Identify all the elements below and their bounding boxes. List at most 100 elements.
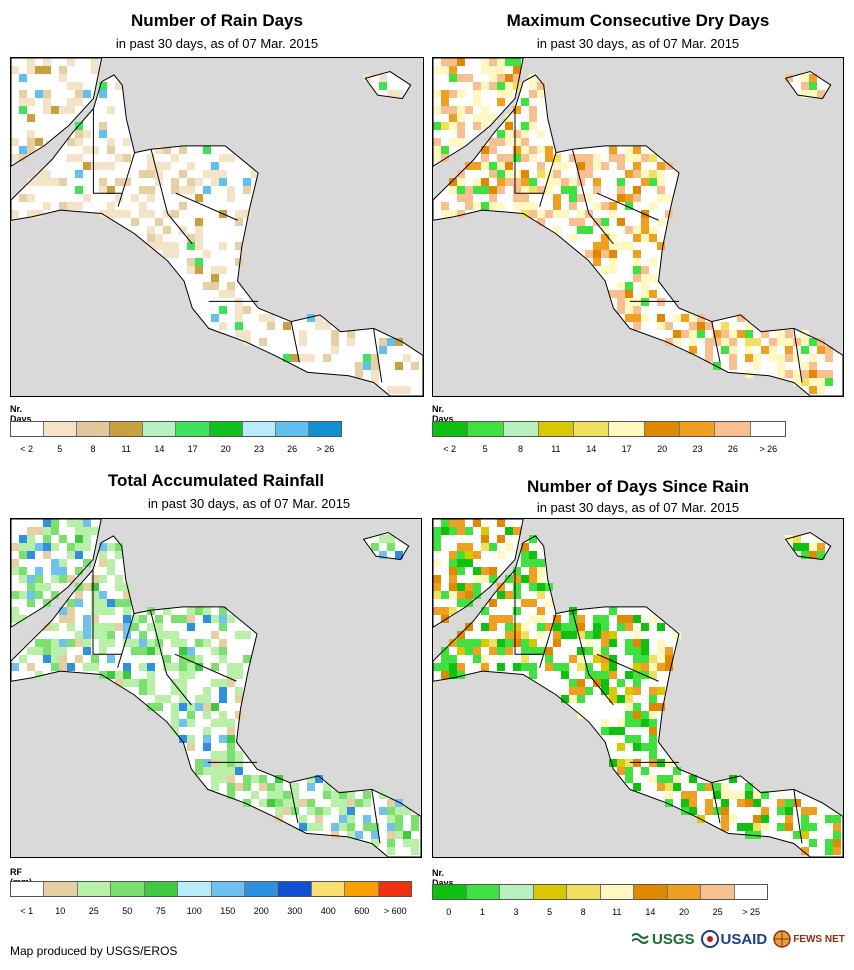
data-cell <box>123 210 131 218</box>
data-cell <box>203 687 211 695</box>
data-cell <box>115 623 123 631</box>
data-cell <box>473 575 481 583</box>
map-rain-days[interactable] <box>10 57 424 397</box>
data-cell <box>27 591 35 599</box>
data-cell <box>195 194 203 202</box>
data-cell <box>497 138 505 146</box>
data-cell <box>481 527 489 535</box>
data-cell <box>449 178 457 186</box>
data-cell <box>657 655 665 663</box>
data-cell <box>75 535 83 543</box>
data-cell <box>299 823 307 831</box>
data-cell <box>299 815 307 823</box>
data-cell <box>83 631 91 639</box>
data-cell <box>195 218 203 226</box>
data-cell <box>59 567 67 575</box>
data-cell <box>123 679 131 687</box>
map-dry-days[interactable] <box>432 57 844 397</box>
legend-tick-label: 26 <box>287 444 298 454</box>
legend-swatch <box>111 882 145 896</box>
data-cell <box>689 775 697 783</box>
data-cell <box>219 178 227 186</box>
legend-tick-label: > 26 <box>316 444 335 454</box>
data-cell <box>363 791 371 799</box>
data-cell <box>219 615 227 623</box>
data-cell <box>235 258 243 266</box>
data-cell <box>411 362 419 370</box>
data-cell <box>387 543 395 551</box>
data-cell <box>753 354 761 362</box>
data-cell <box>457 543 465 551</box>
map-canvas <box>11 58 423 396</box>
data-cell <box>67 154 75 162</box>
data-cell <box>497 66 505 74</box>
panel-subtitle: in past 30 days, as of 07 Mar. 2015 <box>536 500 740 515</box>
data-cell <box>649 663 657 671</box>
data-cell <box>433 663 441 671</box>
country-border <box>711 782 721 824</box>
data-cell <box>561 671 569 679</box>
data-cell <box>387 807 395 815</box>
legend-tick-label: 14 <box>645 907 656 917</box>
data-cell <box>457 551 465 559</box>
map-rainfall[interactable] <box>10 518 422 858</box>
data-cell <box>75 543 83 551</box>
data-cell <box>633 154 641 162</box>
data-cell <box>625 282 633 290</box>
data-cell <box>179 170 187 178</box>
data-cell <box>91 663 99 671</box>
data-cell <box>11 663 19 671</box>
data-cell <box>99 178 107 186</box>
data-cell <box>657 623 665 631</box>
data-cell <box>745 338 753 346</box>
map-canvas <box>433 519 843 857</box>
data-cell <box>433 543 441 551</box>
data-cell <box>505 138 513 146</box>
data-cell <box>187 623 195 631</box>
data-cell <box>801 90 809 98</box>
data-cell <box>299 338 307 346</box>
data-cell <box>657 242 665 250</box>
data-cell <box>617 743 625 751</box>
data-cell <box>625 154 633 162</box>
data-cell <box>481 154 489 162</box>
data-cell <box>505 170 513 178</box>
data-cell <box>171 663 179 671</box>
data-cell <box>641 234 649 242</box>
data-cell <box>227 671 235 679</box>
data-cell <box>171 679 179 687</box>
data-cell <box>291 807 299 815</box>
data-cell <box>673 338 681 346</box>
data-cell <box>179 663 187 671</box>
data-cell <box>147 242 155 250</box>
data-cell <box>473 178 481 186</box>
data-cell <box>219 322 227 330</box>
legend-swatch <box>378 882 412 896</box>
data-cell <box>179 615 187 623</box>
data-cell <box>601 671 609 679</box>
data-cell <box>449 74 457 82</box>
map-days-since-rain[interactable] <box>432 518 844 858</box>
data-cell <box>19 575 27 583</box>
data-cell <box>553 154 561 162</box>
data-cell <box>457 599 465 607</box>
data-cell <box>115 671 123 679</box>
data-cell <box>737 330 745 338</box>
data-cell <box>83 663 91 671</box>
panel-subtitle: in past 30 days, as of 07 Mar. 2015 <box>147 496 351 511</box>
data-cell <box>729 338 737 346</box>
data-cell <box>83 90 91 98</box>
data-cell <box>187 234 195 242</box>
data-cell <box>505 114 513 122</box>
data-cell <box>809 354 817 362</box>
data-cell <box>689 807 697 815</box>
data-cell <box>107 607 115 615</box>
data-cell <box>521 575 529 583</box>
data-cell <box>521 202 529 210</box>
data-cell <box>43 178 51 186</box>
data-cell <box>729 815 737 823</box>
data-cell <box>195 607 203 615</box>
data-cell <box>529 122 537 130</box>
data-cell <box>625 298 633 306</box>
data-cell <box>617 306 625 314</box>
